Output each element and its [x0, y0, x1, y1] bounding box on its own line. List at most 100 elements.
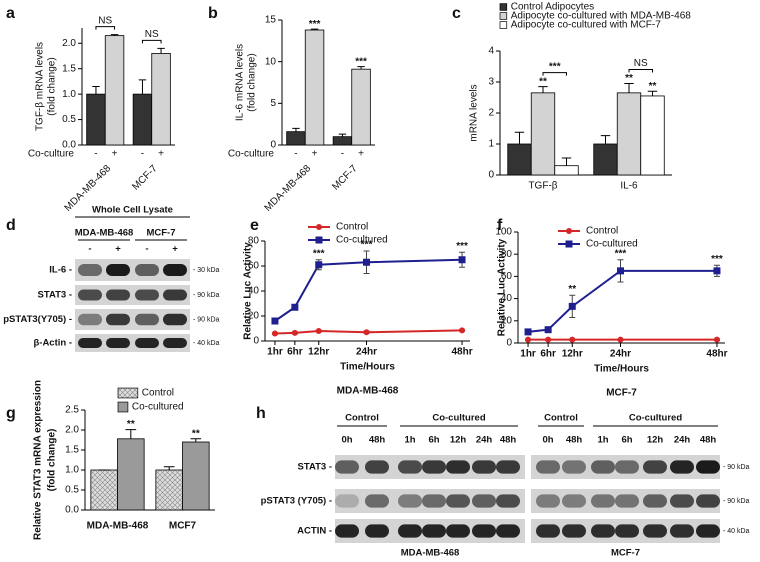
blot-band — [536, 494, 560, 508]
blot-band — [670, 494, 694, 508]
group-label: MCF-7 — [330, 163, 360, 193]
caption: MDA-MB-468 — [337, 386, 399, 397]
blot-band — [643, 460, 667, 474]
blot-row-label: IL-6 - — [49, 265, 72, 276]
blot-title: MDA-MB-468 — [401, 548, 460, 559]
x-tick-label: 48hr — [451, 347, 472, 358]
y-tick-label: 80 — [248, 236, 260, 247]
y-tick-label: 1.5 — [62, 63, 76, 74]
significance: ** — [568, 284, 576, 295]
blot-band — [106, 289, 130, 301]
marker — [544, 326, 552, 334]
x-tick-label: 12hr — [562, 349, 583, 360]
x-tick-label: - — [294, 149, 297, 160]
blot-band — [365, 524, 389, 538]
blot-band — [472, 524, 496, 538]
x-tick-label: - — [141, 149, 144, 160]
y-tick-label: 0 — [488, 170, 494, 181]
y-tick-label: 40 — [248, 286, 260, 297]
blot-band — [562, 494, 586, 508]
marker — [713, 267, 721, 275]
error-bar — [561, 157, 572, 166]
lane-label: 1h — [404, 435, 415, 446]
error-bar — [357, 66, 365, 70]
error-bar — [338, 133, 347, 137]
bar — [593, 143, 618, 176]
blot-band — [135, 289, 159, 301]
bar — [286, 131, 306, 146]
legend-swatch — [499, 3, 508, 11]
error-bar — [514, 131, 525, 144]
blot-band — [591, 524, 615, 538]
legend-marker — [316, 224, 322, 230]
blot-strip — [75, 334, 190, 352]
x-tick-label: - — [94, 149, 97, 160]
marker — [524, 328, 532, 336]
blot-group: Co-cultured — [629, 413, 683, 424]
lane-label: 6h — [428, 435, 439, 446]
y-axis-label: Relative STAT3 mRNA expression — [33, 380, 44, 540]
y-axis-label: (fold change) — [47, 57, 58, 115]
significance: *** — [313, 248, 325, 259]
legend-marker — [315, 236, 323, 244]
y-tick-label: 20 — [248, 311, 260, 322]
legend-swatch — [499, 12, 508, 20]
blot-band — [615, 524, 639, 538]
lane-label: - — [145, 244, 148, 255]
blot-row-label: ACTIN - — [297, 526, 332, 537]
blot-band — [106, 263, 130, 277]
blot-band — [78, 313, 102, 326]
bar — [554, 165, 579, 176]
y-axis-label: mRNA levels — [469, 84, 480, 141]
y-tick-label: 1.5 — [65, 445, 79, 456]
marker — [568, 302, 576, 310]
marker — [459, 327, 466, 334]
blot-band — [496, 494, 520, 508]
legend-label: Control — [336, 222, 368, 233]
bracket-label: NS — [634, 58, 648, 69]
bar — [507, 143, 532, 176]
error-bar — [138, 79, 147, 95]
lane-label: 1h — [597, 435, 608, 446]
marker — [271, 330, 278, 337]
significance: *** — [355, 56, 367, 67]
blot-group: MCF-7 — [146, 228, 175, 239]
error-bar — [110, 34, 119, 36]
blot-size: - 30 kDa — [193, 267, 220, 274]
error-bar — [600, 135, 611, 144]
y-tick-label: 0 — [506, 338, 512, 349]
error-bar — [163, 466, 175, 470]
bar — [332, 136, 353, 146]
x-axis-label: Time/Hours — [340, 362, 395, 373]
bar — [104, 35, 125, 146]
bar — [117, 438, 145, 511]
significance: ** — [539, 76, 547, 87]
y-tick-label: 60 — [248, 261, 260, 272]
significance: ** — [192, 428, 200, 439]
significance: *** — [361, 240, 373, 251]
lane-label: 12h — [450, 435, 467, 446]
marker — [545, 336, 552, 343]
blot-band — [496, 460, 520, 474]
significance: ** — [127, 419, 135, 430]
blot-band — [536, 524, 560, 538]
blot-row-label: pSTAT3(Y705) - — [3, 314, 72, 325]
lane-label: + — [115, 244, 121, 255]
y-axis-label: IL-6 mRNA levels — [235, 44, 246, 121]
y-axis-label: Relative Luc Activity — [497, 238, 508, 336]
blot-row-label: β-Actin - — [33, 338, 72, 349]
significance: ** — [625, 73, 633, 84]
blot-band — [135, 263, 159, 277]
bracket — [628, 69, 654, 73]
blot-size: - 40 kDa — [193, 340, 220, 347]
y-tick-label: 1.0 — [65, 465, 79, 476]
marker — [363, 329, 370, 336]
y-axis-label: Relative Luc Activity — [243, 242, 254, 340]
blot-band — [422, 494, 446, 508]
blot-band — [446, 524, 470, 538]
panel-letter: d — [6, 217, 16, 234]
x-tick-label: MCF7 — [169, 521, 197, 532]
lane-label: 48h — [369, 435, 386, 446]
blot-band — [365, 494, 389, 508]
lane-label: 48h — [700, 435, 717, 446]
